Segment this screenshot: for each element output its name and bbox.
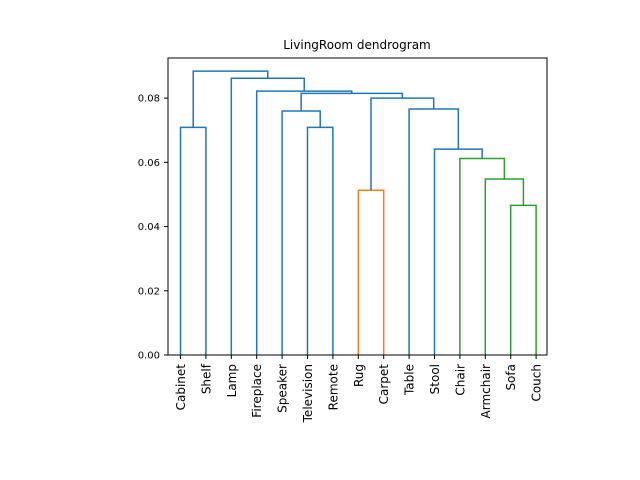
leaf-label-carpet: Carpet — [377, 364, 391, 405]
y-tick-label: 0.04 — [138, 222, 160, 233]
leaf-label-armchair: Armchair — [479, 364, 493, 419]
leaf-label-cabinet: Cabinet — [174, 364, 188, 411]
leaf-label-fireplace: Fireplace — [250, 364, 264, 418]
leaf-label-shelf: Shelf — [199, 363, 213, 394]
leaf-label-television: Television — [301, 364, 315, 423]
leaf-label-stool: Stool — [428, 364, 442, 394]
leaf-label-chair: Chair — [453, 364, 467, 396]
dendrogram-links — [179, 70, 537, 355]
leaf-label-speaker: Speaker — [276, 364, 290, 413]
leaf-label-couch: Couch — [530, 364, 544, 402]
dendrogram-link-12 — [179, 126, 207, 355]
leaf-label-rug: Rug — [352, 364, 366, 387]
leaf-label-remote: Remote — [326, 364, 340, 410]
dendrogram-link-7 — [306, 126, 334, 355]
leaf-label-sofa: Sofa — [504, 364, 518, 391]
dendrogram-link-13 — [192, 70, 269, 128]
dendrogram-link-1 — [484, 178, 525, 355]
plot-frame — [167, 57, 548, 356]
y-tick-label: 0.08 — [138, 94, 160, 105]
dendrogram-link-10 — [255, 90, 353, 355]
chart-title: LivingRoom dendrogram — [283, 38, 431, 52]
leaf-label-table: Table — [403, 364, 417, 396]
leaf-label-lamp: Lamp — [225, 364, 239, 397]
y-tick-label: 0.00 — [138, 351, 160, 362]
x-axis: Cabinet Shelf Lamp Fireplace Speaker Televisi… — [174, 355, 544, 423]
dendrogram-link-4 — [408, 108, 460, 355]
y-axis: 0.00 0.02 0.04 0.06 0.08 — [138, 94, 168, 362]
y-tick-label: 0.06 — [138, 158, 160, 169]
y-tick-label: 0.02 — [138, 286, 160, 297]
